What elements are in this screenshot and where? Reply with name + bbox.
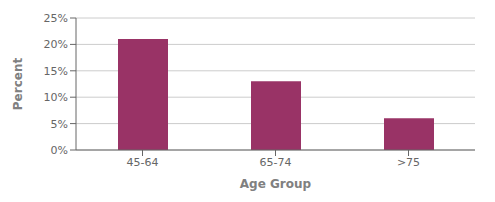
- svg-text:65-74: 65-74: [260, 156, 292, 169]
- svg-text:0%: 0%: [51, 144, 68, 157]
- svg-text:>75: >75: [397, 156, 420, 169]
- svg-text:Age Group: Age Group: [240, 177, 312, 191]
- svg-text:20%: 20%: [44, 38, 68, 51]
- svg-text:45-64: 45-64: [127, 156, 159, 169]
- svg-text:10%: 10%: [44, 91, 68, 104]
- svg-text:15%: 15%: [44, 65, 68, 78]
- svg-text:Percent: Percent: [11, 58, 25, 111]
- svg-text:25%: 25%: [44, 12, 68, 25]
- svg-text:5%: 5%: [51, 118, 68, 131]
